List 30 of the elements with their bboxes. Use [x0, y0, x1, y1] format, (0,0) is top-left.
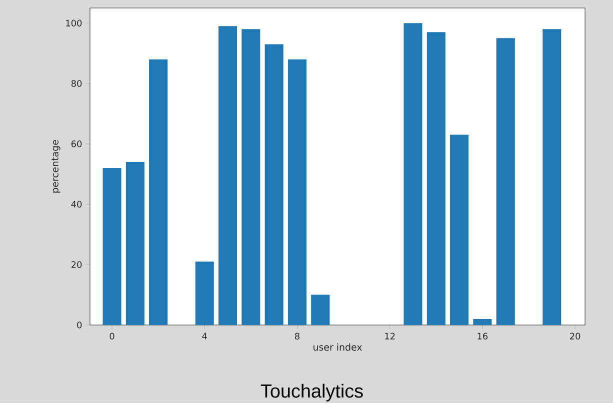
y-tick-label: 100 — [66, 20, 82, 27]
x-tick-label: 4 — [202, 332, 207, 340]
bar — [149, 59, 168, 326]
bar — [473, 319, 492, 326]
x-tick-label: 20 — [570, 332, 580, 340]
y-tick-label: 20 — [71, 261, 82, 268]
x-axis-title: user index — [314, 343, 362, 351]
bar — [542, 29, 562, 326]
bar — [288, 59, 306, 326]
bar — [126, 162, 144, 326]
bar — [450, 134, 469, 326]
bar — [242, 29, 260, 326]
bar — [264, 44, 284, 326]
text: Touchalytics — [260, 384, 363, 402]
bar — [426, 32, 446, 326]
bar — [404, 23, 422, 326]
bar — [496, 38, 515, 326]
x-tick-label: 0 — [110, 332, 114, 340]
y-tick-label: 80 — [71, 80, 82, 87]
bar — [195, 262, 214, 326]
x-tick-label: 16 — [478, 332, 488, 340]
y-axis-title: percentage — [52, 140, 60, 193]
x-tick-label: 8 — [294, 332, 300, 340]
y-tick-label: 0 — [77, 322, 82, 328]
bar — [311, 294, 330, 326]
y-tick-label: 60 — [71, 140, 82, 148]
x-tick-label: 12 — [385, 332, 395, 340]
bar — [218, 26, 238, 326]
y-tick-label: 40 — [71, 200, 82, 208]
bar — [102, 168, 122, 326]
